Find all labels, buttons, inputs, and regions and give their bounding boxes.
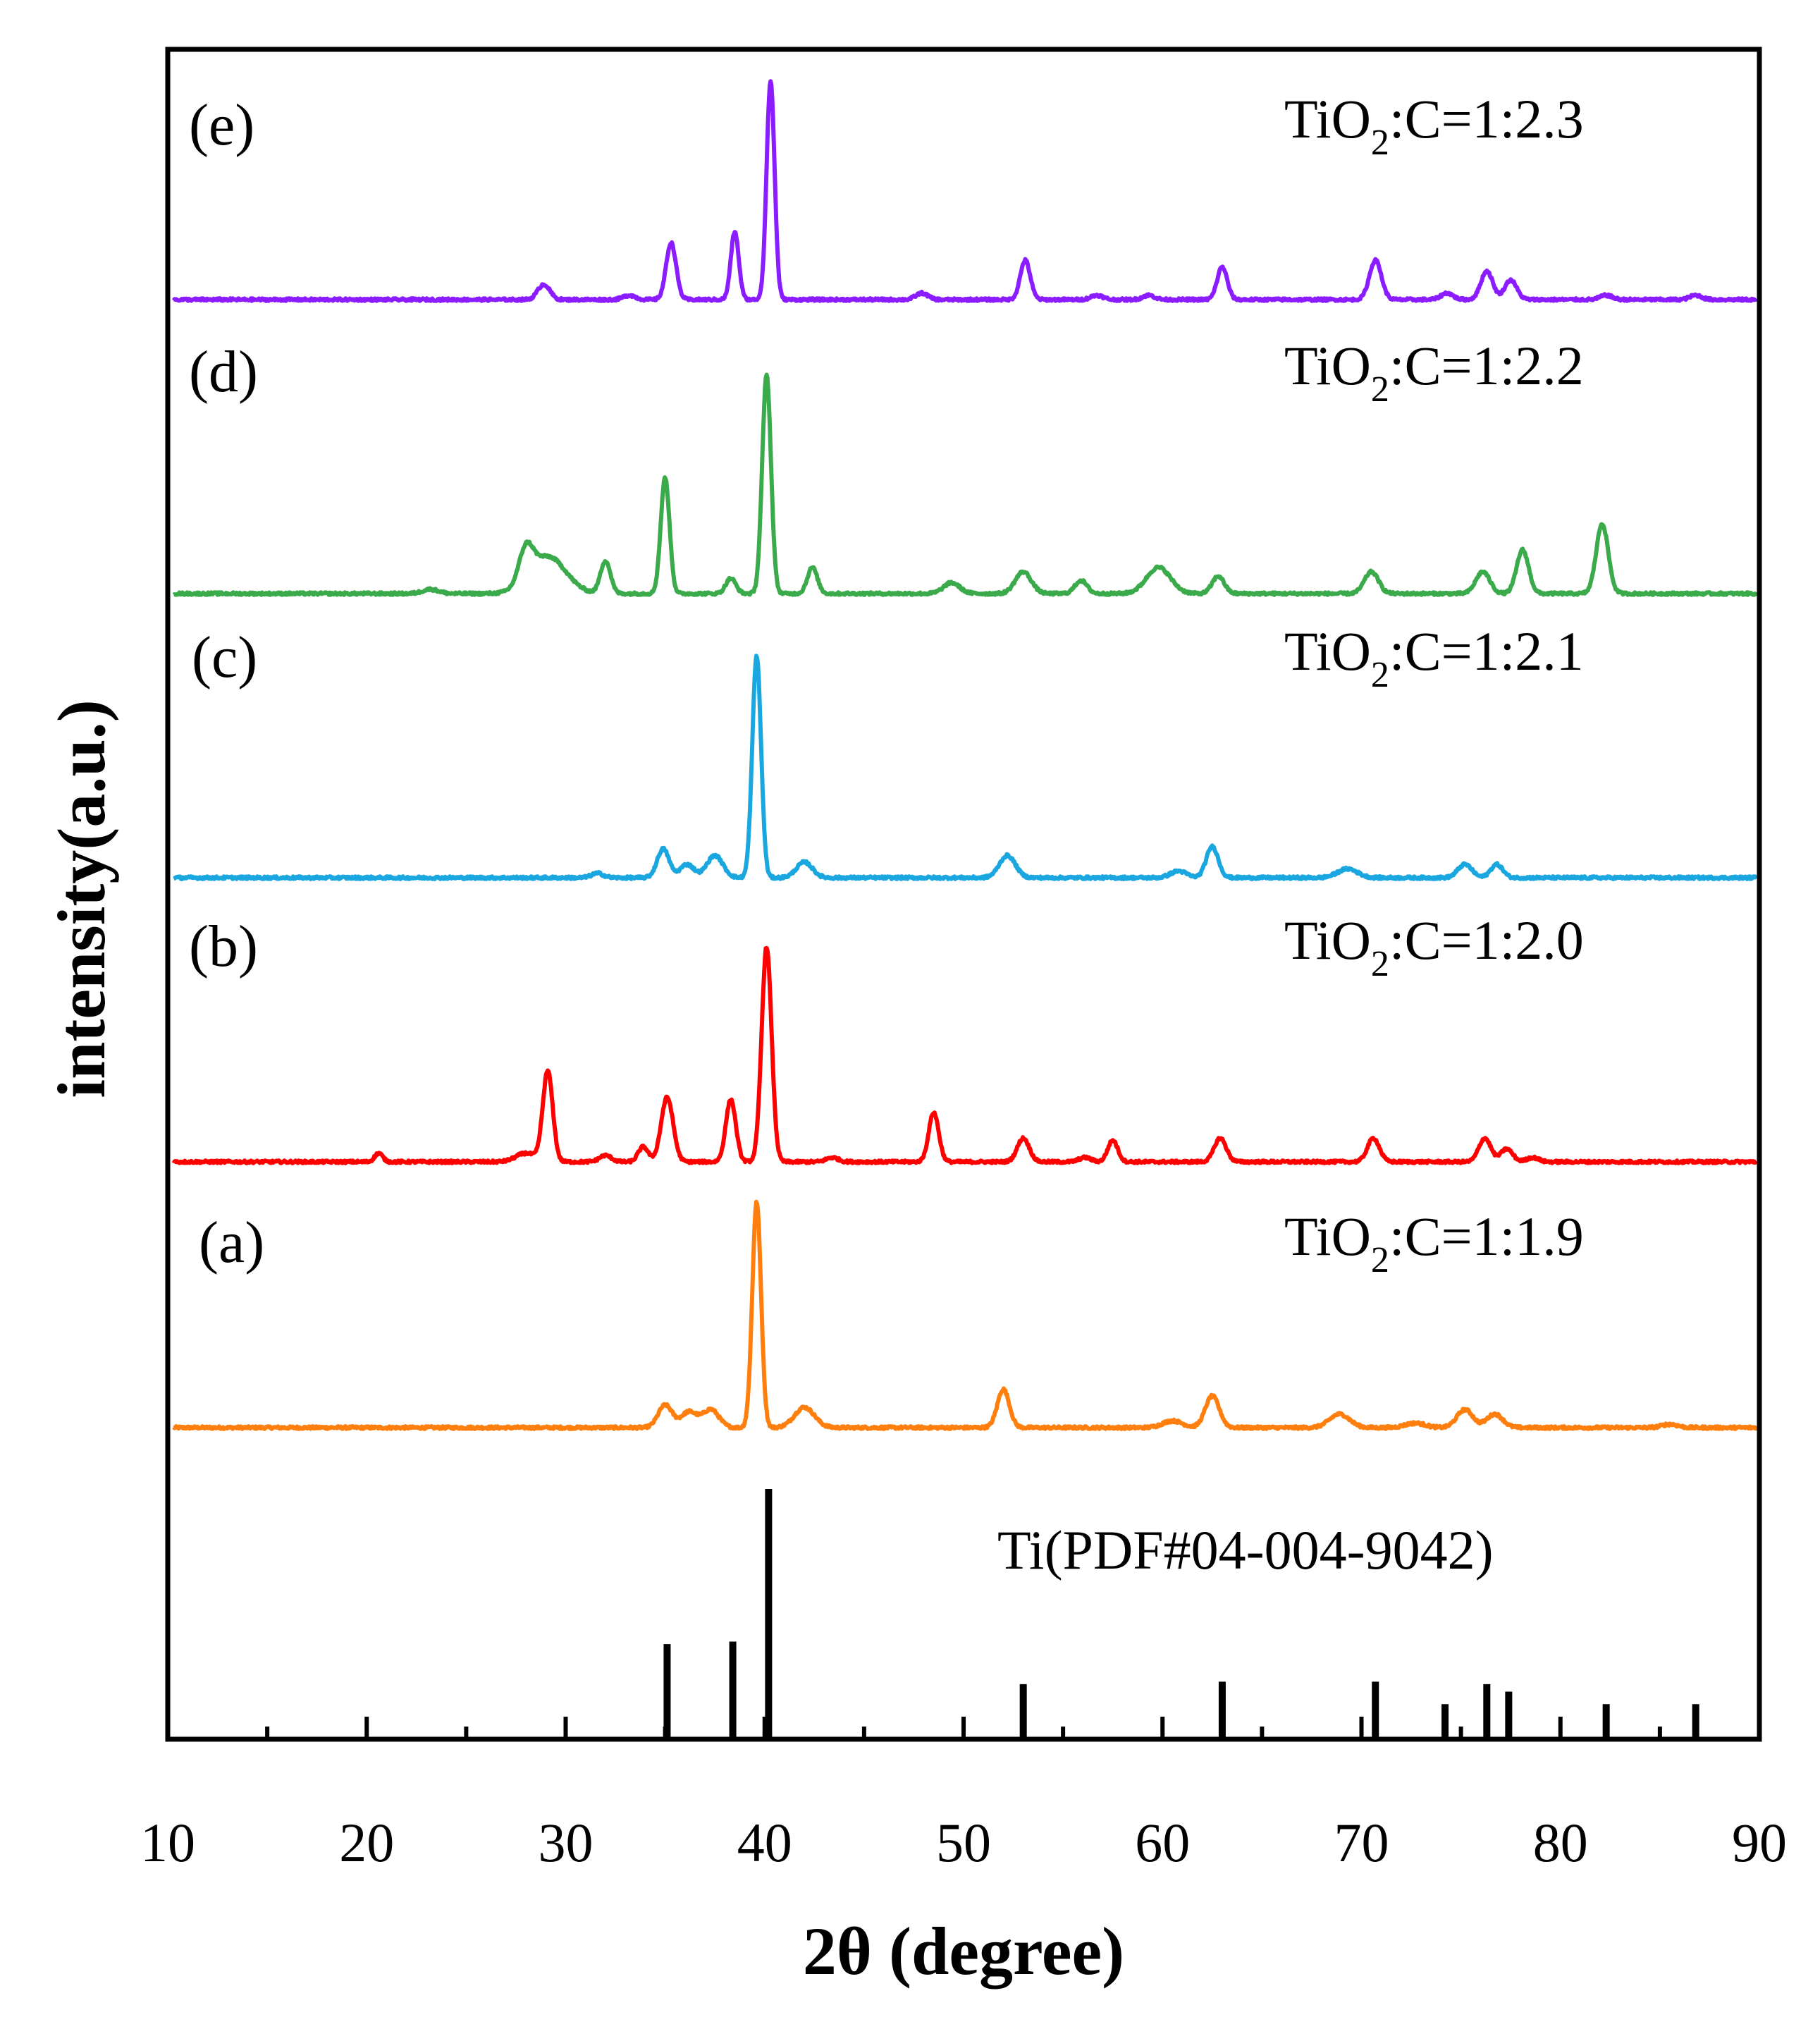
panel-label-a: (a) [199,1210,264,1275]
panel-label-e: (e) [189,92,254,158]
reference-label: Ti(PDF#04-004-9042) [997,1519,1494,1581]
x-tick-label: 40 [737,1812,792,1873]
y-axis-title: intensity(a.u.) [44,699,119,1098]
pattern-line-c [172,654,1759,881]
series-label-subscript: 2 [1371,1240,1389,1280]
x-tick-label: 80 [1533,1812,1588,1873]
x-axis-title: 2θ (degree) [803,1913,1124,1989]
series-label-rest: :C=1:2.2 [1389,335,1584,396]
series-label-e: TiO2:C=1:2.3 [1284,88,1584,163]
series-label-a: TiO2:C=1:1.9 [1284,1206,1584,1280]
series-labels: (a) TiO2:C=1:1.9(b) TiO2:C=1:2.0(c) TiO2:C=… [189,88,1584,1581]
series-label-main: TiO [1284,909,1371,971]
series-label-c: TiO2:C=1:2.1 [1284,620,1584,695]
series-label-rest: :C=1:1.9 [1389,1206,1584,1267]
series-label-b: TiO2:C=1:2.0 [1284,909,1584,984]
series-label-main: TiO [1284,1206,1371,1267]
pattern-line-e [171,79,1759,303]
x-tick-label: 60 [1135,1812,1190,1873]
panel-label-c: (c) [192,625,257,690]
pattern-line-b [171,945,1759,1165]
series-label-rest: :C=1:2.0 [1389,909,1584,971]
series-label-rest: :C=1:2.3 [1389,88,1584,149]
series-layer [171,79,1759,1431]
panel-label-d: (d) [189,339,258,405]
series-label-subscript: 2 [1371,944,1389,984]
series-label-subscript: 2 [1371,369,1389,410]
x-tick-label: 70 [1334,1812,1389,1873]
x-tick-label: 50 [936,1812,991,1873]
x-tick-label: 20 [339,1812,394,1873]
series-label-subscript: 2 [1371,123,1389,163]
reference-sticks [663,1489,1699,1739]
x-tick-label: 30 [539,1812,594,1873]
pattern-line-a [172,1199,1759,1431]
pattern-line-d [172,372,1759,597]
series-label-subscript: 2 [1371,655,1389,695]
series-label-d: TiO2:C=1:2.2 [1284,335,1584,410]
panel-label-b: (b) [189,914,258,979]
series-label-rest: :C=1:2.1 [1389,620,1584,682]
series-label-main: TiO [1284,335,1371,396]
x-tick-label: 90 [1732,1812,1787,1873]
x-axis-ticks: 10 20 30 40 50 60 70 80 90 [140,1717,1787,1873]
series-label-main: TiO [1284,88,1371,149]
x-tick-label: 10 [140,1812,195,1873]
series-label-main: TiO [1284,620,1371,682]
